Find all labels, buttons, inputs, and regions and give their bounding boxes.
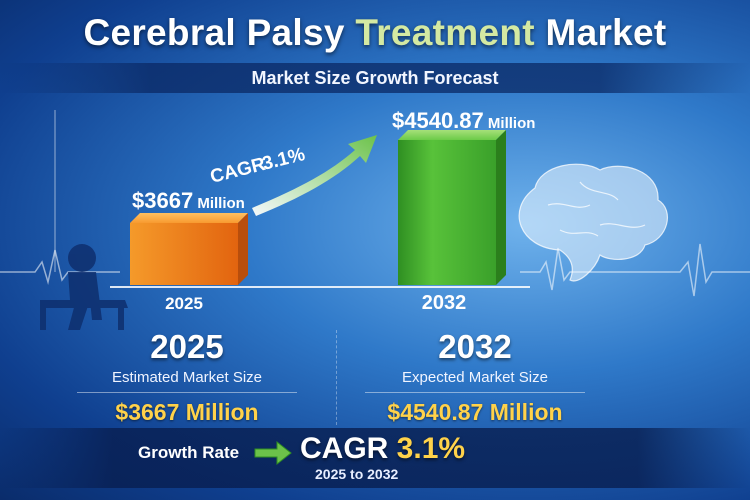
cagr-arrow [252,135,377,216]
title-part2: Treatment [355,12,535,53]
stat-2032: 2032 Expected Market Size $4540.87 Milli… [325,328,625,426]
cagr-annotation-label: CAGR [208,154,268,188]
title-part1: Cerebral Palsy [83,12,356,53]
title-part3: Market [534,12,667,53]
bar-side-2025 [238,213,248,285]
stat-value: $4540.87 Million [387,399,563,425]
ecg-line-icon [0,110,750,297]
stat-rule [77,392,297,393]
bar-chart: CAGR 3.1% $3667 Million 2025 $4540.87 Mill… [0,108,750,330]
stat-caption: Estimated Market Size [111,369,263,386]
cagr-annotation-value: 3.1% [260,144,307,175]
bar-side-2032 [496,130,506,285]
stat-2025: 2025 Estimated Market Size $3667 Million [37,328,337,426]
bar-value-unit: Million [193,195,245,212]
bar-top-2032 [398,130,506,140]
stat-caption: Expected Market Size [402,369,548,386]
bar-top-2025 [130,213,248,223]
category-label-2025: 2025 [165,294,203,313]
category-label-2032: 2032 [422,292,467,314]
growth-cagr: CAGR 3.1% [300,432,465,466]
growth-cagr-value: 3.1% [396,432,466,465]
bar-2025 [130,223,238,285]
stat-rule [365,392,585,393]
growth-range: 2025 to 2032 [315,466,399,482]
bar-value-unit: Million [484,115,536,132]
bar-value-amount: $3667 [132,188,193,213]
brain-icon [518,163,668,282]
stat-year: 2032 [438,328,512,365]
subtitle: Market Size Growth Forecast [0,63,750,93]
growth-label: Growth Rate [138,443,240,462]
growth-band [0,428,750,488]
bar-value-label: $3667 Million [132,188,245,213]
page-title: Cerebral Palsy Treatment Market [0,12,750,54]
stat-year: 2025 [150,328,224,365]
walker-child-icon [40,244,128,330]
stats-divider [336,330,337,425]
stat-value: $3667 Million [115,399,259,425]
growth-arrow-icon [254,440,292,466]
growth-cagr-prefix: CAGR [300,432,397,465]
bar-value-amount: $4540.87 [392,108,484,133]
bar-2032 [398,140,496,285]
bar-value-label: $4540.87 Million [392,108,535,133]
